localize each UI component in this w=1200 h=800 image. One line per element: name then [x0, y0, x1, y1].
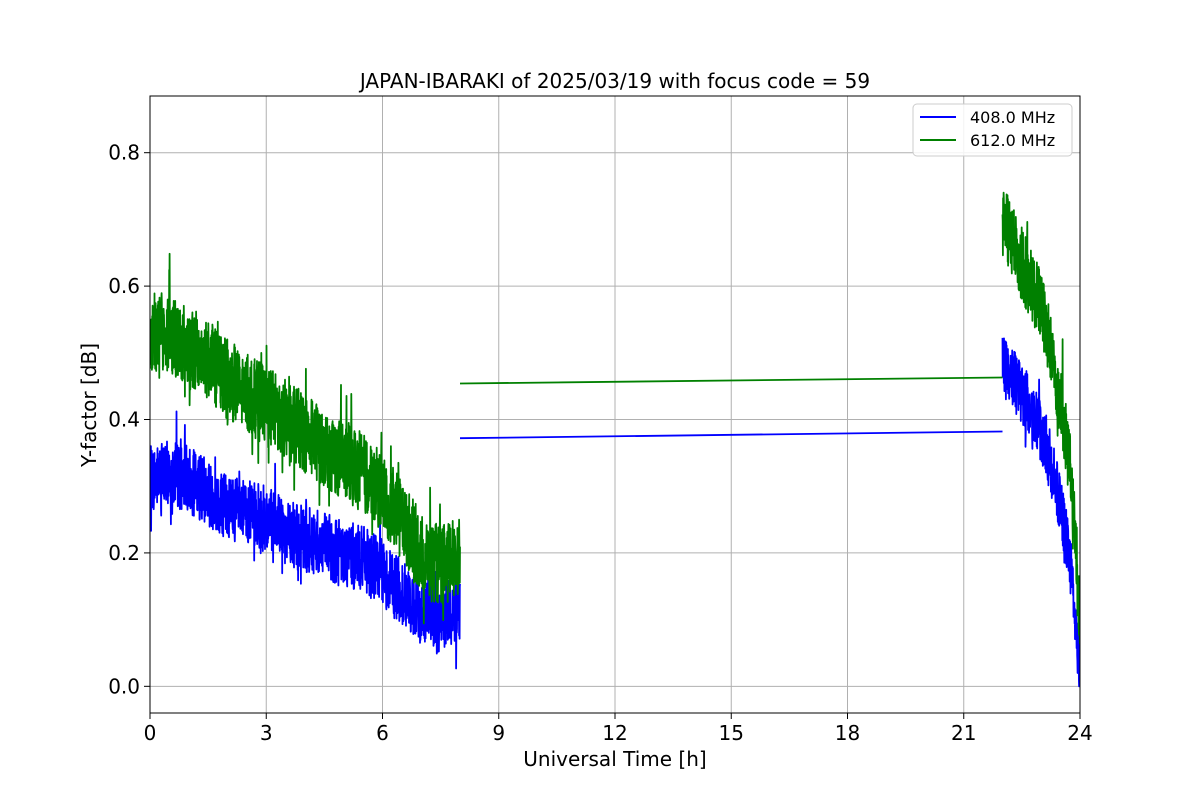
x-tick-label: 3: [260, 721, 273, 745]
x-axis-label: Universal Time [h]: [523, 747, 706, 771]
legend-label-408: 408.0 MHz: [970, 108, 1055, 127]
y-tick-label: 0.6: [108, 274, 140, 298]
series-lines: [150, 191, 1080, 688]
series-408-0-MHz: [150, 337, 1080, 688]
series-segment: [150, 252, 461, 625]
x-tick-label: 12: [602, 721, 627, 745]
y-axis-label: Y-factor [dB]: [77, 343, 101, 468]
y-tick-label: 0.0: [108, 674, 140, 698]
y-tick-label: 0.2: [108, 541, 140, 565]
series-segment: [459, 430, 1003, 440]
series-segment: [459, 376, 1003, 385]
legend: 408.0 MHz 612.0 MHz: [912, 103, 1073, 157]
series-segment: [1001, 337, 1080, 688]
y-tick-label: 0.8: [108, 141, 140, 165]
series-segment: [1001, 191, 1080, 645]
series-612-0-MHz: [150, 191, 1080, 645]
x-tick-label: 15: [719, 721, 744, 745]
x-tick-label: 24: [1067, 721, 1092, 745]
chart-title: JAPAN-IBARAKI of 2025/03/19 with focus c…: [358, 69, 870, 93]
axis-ticks: 0 3 6 9 12 15 18 21 24 0.0 0.2 0.4 0.6 0.8: [108, 141, 1093, 745]
x-tick-label: 6: [376, 721, 389, 745]
legend-label-612: 612.0 MHz: [970, 131, 1055, 150]
x-tick-label: 18: [835, 721, 860, 745]
x-tick-label: 9: [492, 721, 505, 745]
y-tick-label: 0.4: [108, 408, 140, 432]
x-tick-label: 21: [951, 721, 976, 745]
series-segment: [150, 410, 461, 670]
x-tick-label: 0: [144, 721, 157, 745]
